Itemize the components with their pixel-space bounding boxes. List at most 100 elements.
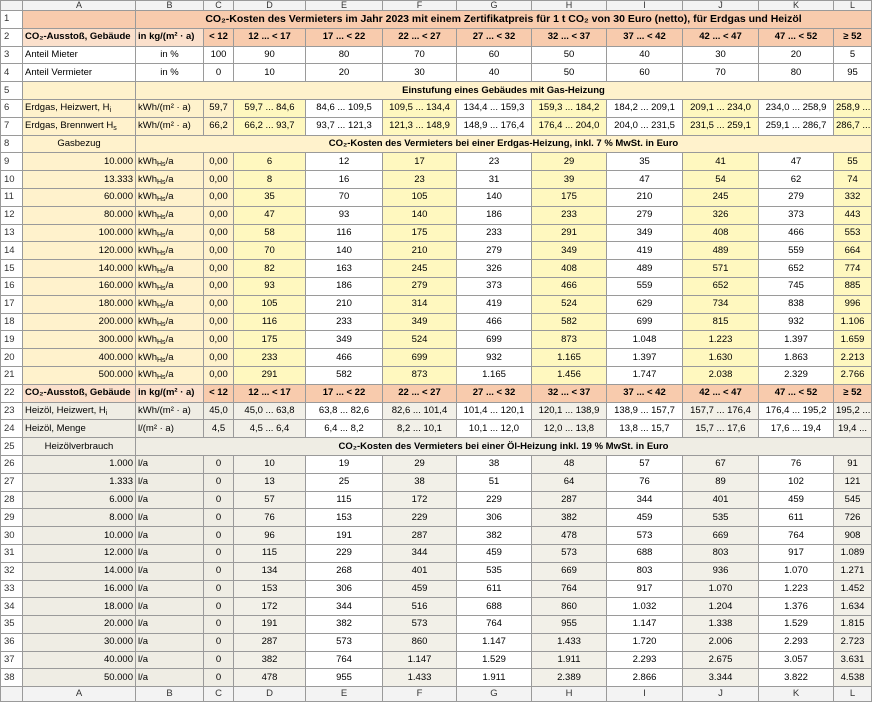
cell-text: /a	[165, 173, 174, 185]
cell: 159,3 ... 184,2	[531, 98, 607, 118]
cell: 478	[233, 668, 306, 688]
cell: 121,3 ... 148,9	[382, 116, 457, 136]
cell: 1.911	[456, 668, 532, 688]
empty-cell	[22, 10, 136, 29]
cell-text: /a	[165, 262, 174, 274]
row-number: 20	[0, 348, 23, 367]
cell: 15,7 ... 17,6	[682, 419, 759, 439]
cell: 1.720	[606, 632, 683, 652]
subscript: i	[109, 107, 112, 115]
cell: 1.070	[682, 579, 759, 599]
cell: 734	[682, 294, 759, 314]
cell: 466	[305, 348, 383, 367]
cell: 0	[203, 472, 234, 492]
cell: 41	[682, 152, 759, 172]
cell: l/a	[135, 561, 204, 581]
cell: 1.165	[456, 365, 532, 385]
row-number: 1	[0, 10, 23, 29]
cell: 268	[305, 561, 383, 581]
cell: 279	[382, 276, 457, 296]
cell: 82,6 ... 101,4	[382, 401, 457, 421]
cell: 459	[382, 579, 457, 599]
cell: 245	[382, 259, 457, 278]
cell: 172	[382, 490, 457, 510]
cell: 39	[531, 170, 607, 189]
cell: 3.344	[682, 668, 759, 688]
cell: 1.815	[833, 615, 872, 634]
column-letter: F	[382, 0, 457, 11]
cell: 47 ... < 52	[758, 383, 834, 403]
cell: 175	[531, 187, 607, 207]
cell: 774	[833, 259, 872, 278]
cell: 105	[382, 187, 457, 207]
cell: 1.333	[22, 472, 136, 492]
cell: 19,4 ...	[833, 419, 872, 439]
sheet-row: 15 140.000 kWhHs/a 0,00 82 163 245 326 408 489 571…	[0, 259, 872, 278]
cell: 1.204	[682, 597, 759, 617]
cell: 45,0 ... 63,8	[233, 401, 306, 421]
cell: 287	[382, 526, 457, 545]
sheet-row: 2 CO₂-Ausstoß, Gebäude in kg/(m² · a) < 12 1…	[0, 27, 872, 47]
cell-text: kWh	[138, 298, 157, 310]
cell: 478	[531, 526, 607, 545]
cell: 0,00	[203, 348, 234, 367]
cell: 116	[233, 312, 306, 332]
cell: l/a	[135, 490, 204, 510]
cell: 1.433	[382, 668, 457, 688]
cell: 419	[606, 241, 683, 261]
cell: kWhHs/a	[135, 170, 204, 189]
cell: 17,6 ... 19,4	[758, 419, 834, 439]
column-letter: I	[606, 0, 683, 11]
cell: 326	[682, 205, 759, 225]
row-number: 18	[0, 312, 23, 332]
cell: 1.223	[758, 579, 834, 599]
row-number: 16	[0, 276, 23, 296]
cell: 140	[305, 241, 383, 261]
column-letter: J	[682, 686, 759, 703]
cell: in kg/(m² · a)	[135, 27, 204, 47]
corner-cell	[0, 0, 23, 11]
cell: 466	[456, 312, 532, 332]
row-number: 17	[0, 294, 23, 314]
cell: Heizöl, Heizwert, Hi	[22, 401, 136, 421]
cell: 95	[833, 63, 872, 83]
cell: 2.006	[682, 632, 759, 652]
subscript: Hs	[157, 374, 166, 382]
cell: 54	[682, 170, 759, 189]
subscript: Hs	[157, 160, 166, 168]
cell: 175	[233, 330, 306, 350]
cell: 175	[382, 223, 457, 243]
cell: 408	[682, 223, 759, 243]
cell: 76	[233, 508, 306, 528]
cell: 1.165	[531, 348, 607, 367]
cell: 13.333	[22, 170, 136, 189]
cell: 233	[305, 312, 383, 332]
cell-text: kWh	[138, 351, 157, 363]
cell: 140	[456, 187, 532, 207]
cell: 157,7 ... 176,4	[682, 401, 759, 421]
row-number: 26	[0, 454, 23, 474]
empty-cell	[22, 81, 136, 100]
cell: 63,8 ... 82,6	[305, 401, 383, 421]
cell: 459	[456, 543, 532, 563]
cell: 200.000	[22, 312, 136, 332]
cell: CO₂-Ausstoß, Gebäude	[22, 27, 136, 47]
row-number: 29	[0, 508, 23, 528]
subscript: Hs	[157, 196, 166, 204]
cell: 3.822	[758, 668, 834, 688]
cell: 0	[203, 63, 234, 83]
cell: 138,9 ... 157,7	[606, 401, 683, 421]
cell: 419	[456, 294, 532, 314]
cell: 17 ... < 22	[305, 27, 383, 47]
row-number: 23	[0, 401, 23, 421]
cell: 726	[833, 508, 872, 528]
cell: 102	[758, 472, 834, 492]
cell: 76	[606, 472, 683, 492]
cell: 210	[305, 294, 383, 314]
column-letter: G	[456, 686, 532, 703]
cell: 611	[758, 508, 834, 528]
cell: 23	[382, 170, 457, 189]
cell: 60	[606, 63, 683, 83]
sheet-row: 7 Erdgas, Brennwert Hs kWh/(m² · a) 66,2 66,…	[0, 116, 872, 136]
cell: 13	[233, 472, 306, 492]
